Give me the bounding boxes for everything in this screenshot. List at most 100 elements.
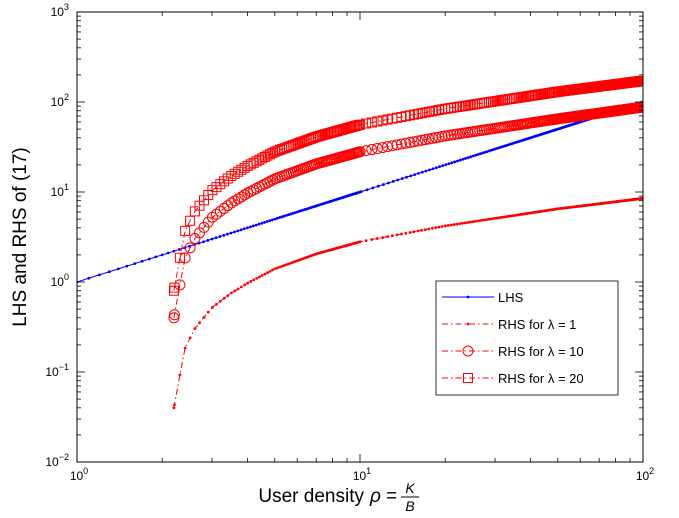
data-point bbox=[218, 299, 222, 303]
data-point bbox=[154, 255, 158, 259]
data-point bbox=[268, 269, 272, 273]
data-point bbox=[107, 270, 111, 274]
data-point bbox=[262, 150, 273, 161]
data-point bbox=[168, 285, 179, 296]
data-point bbox=[172, 406, 176, 410]
data-point bbox=[173, 403, 176, 407]
data-point bbox=[278, 216, 282, 219]
data-point bbox=[365, 188, 369, 192]
data-point bbox=[133, 262, 137, 266]
data-point bbox=[431, 167, 435, 171]
data-point bbox=[443, 224, 447, 228]
data-point bbox=[434, 226, 438, 230]
y-tick-label: 100 bbox=[51, 272, 69, 289]
data-point bbox=[412, 135, 424, 147]
tick-exponent: −2 bbox=[59, 452, 69, 462]
legend-entry: RHS for λ = 10 bbox=[442, 344, 584, 359]
data-point bbox=[440, 225, 444, 228]
data-point bbox=[239, 228, 243, 232]
data-point bbox=[273, 267, 277, 271]
data-point bbox=[372, 116, 383, 127]
x-axis-label: User density ρ = KB bbox=[258, 480, 419, 514]
data-point bbox=[172, 249, 176, 253]
data-point bbox=[449, 223, 453, 227]
legend-marker bbox=[466, 322, 470, 326]
data-point bbox=[252, 278, 256, 282]
data-point bbox=[476, 153, 480, 156]
tick-base: 10 bbox=[70, 469, 84, 483]
data-point bbox=[430, 105, 441, 116]
data-point bbox=[387, 181, 390, 185]
tick-base: 10 bbox=[51, 95, 65, 109]
data-point bbox=[458, 158, 462, 162]
data-point bbox=[420, 170, 424, 174]
data-point bbox=[381, 236, 384, 239]
data-point bbox=[287, 213, 291, 217]
series-markers bbox=[168, 75, 643, 296]
series-markers bbox=[172, 197, 643, 410]
data-point bbox=[481, 151, 484, 155]
data-point bbox=[265, 220, 269, 223]
tick-exponent: −1 bbox=[59, 362, 69, 372]
data-point bbox=[404, 231, 408, 235]
data-point bbox=[211, 305, 214, 309]
data-point bbox=[280, 215, 284, 219]
data-point bbox=[637, 75, 643, 86]
data-point bbox=[116, 267, 120, 271]
data-point bbox=[226, 232, 229, 236]
data-point bbox=[236, 164, 247, 175]
data-point bbox=[276, 266, 279, 270]
data-point bbox=[233, 289, 237, 293]
data-point bbox=[125, 264, 129, 268]
data-point bbox=[364, 239, 368, 243]
data-point bbox=[266, 271, 269, 275]
legend-entry: RHS for λ = 20 bbox=[442, 371, 584, 386]
data-point bbox=[87, 276, 91, 280]
data-point bbox=[391, 139, 403, 151]
data-point bbox=[260, 221, 264, 225]
data-point bbox=[283, 263, 286, 267]
data-point bbox=[468, 220, 472, 224]
data-point bbox=[413, 173, 417, 177]
legend-entry: LHS bbox=[442, 290, 524, 305]
data-point bbox=[206, 310, 210, 314]
legend-label: RHS for λ = 10 bbox=[498, 344, 584, 359]
tick-base: 10 bbox=[353, 469, 367, 483]
data-point bbox=[455, 222, 459, 226]
series-layer bbox=[77, 75, 643, 410]
y-tick-label: 102 bbox=[51, 92, 69, 109]
legend: LHS RHS for λ = 1 RHS for λ = 10 RHS for λ … bbox=[435, 280, 619, 396]
data-point bbox=[285, 263, 289, 266]
tick-base: 10 bbox=[45, 455, 59, 469]
data-point bbox=[257, 222, 261, 226]
data-point bbox=[222, 297, 226, 300]
data-point bbox=[471, 154, 475, 158]
data-point bbox=[417, 171, 420, 175]
x-tick-label: 101 bbox=[353, 466, 371, 483]
data-point bbox=[400, 232, 403, 236]
data-point bbox=[423, 228, 427, 232]
legend-entry: RHS for λ = 1 bbox=[442, 317, 576, 332]
data-point bbox=[485, 150, 489, 154]
data-point bbox=[408, 109, 419, 120]
data-point bbox=[358, 240, 362, 244]
tick-exponent: 0 bbox=[83, 466, 88, 476]
series-markers bbox=[168, 101, 643, 324]
data-point bbox=[296, 137, 307, 148]
data-point bbox=[474, 153, 477, 157]
data-point bbox=[469, 155, 473, 159]
data-point bbox=[476, 219, 479, 223]
legend-label: RHS for λ = 1 bbox=[498, 317, 576, 332]
tick-exponent: 1 bbox=[64, 182, 69, 192]
data-point bbox=[390, 234, 394, 238]
data-point bbox=[275, 216, 279, 220]
math-equals: = bbox=[386, 486, 397, 507]
data-point bbox=[483, 150, 487, 154]
data-point bbox=[447, 162, 451, 166]
data-point bbox=[214, 205, 226, 217]
data-point bbox=[478, 219, 482, 223]
data-point bbox=[193, 327, 197, 330]
data-point bbox=[215, 179, 226, 190]
data-point bbox=[278, 265, 282, 269]
